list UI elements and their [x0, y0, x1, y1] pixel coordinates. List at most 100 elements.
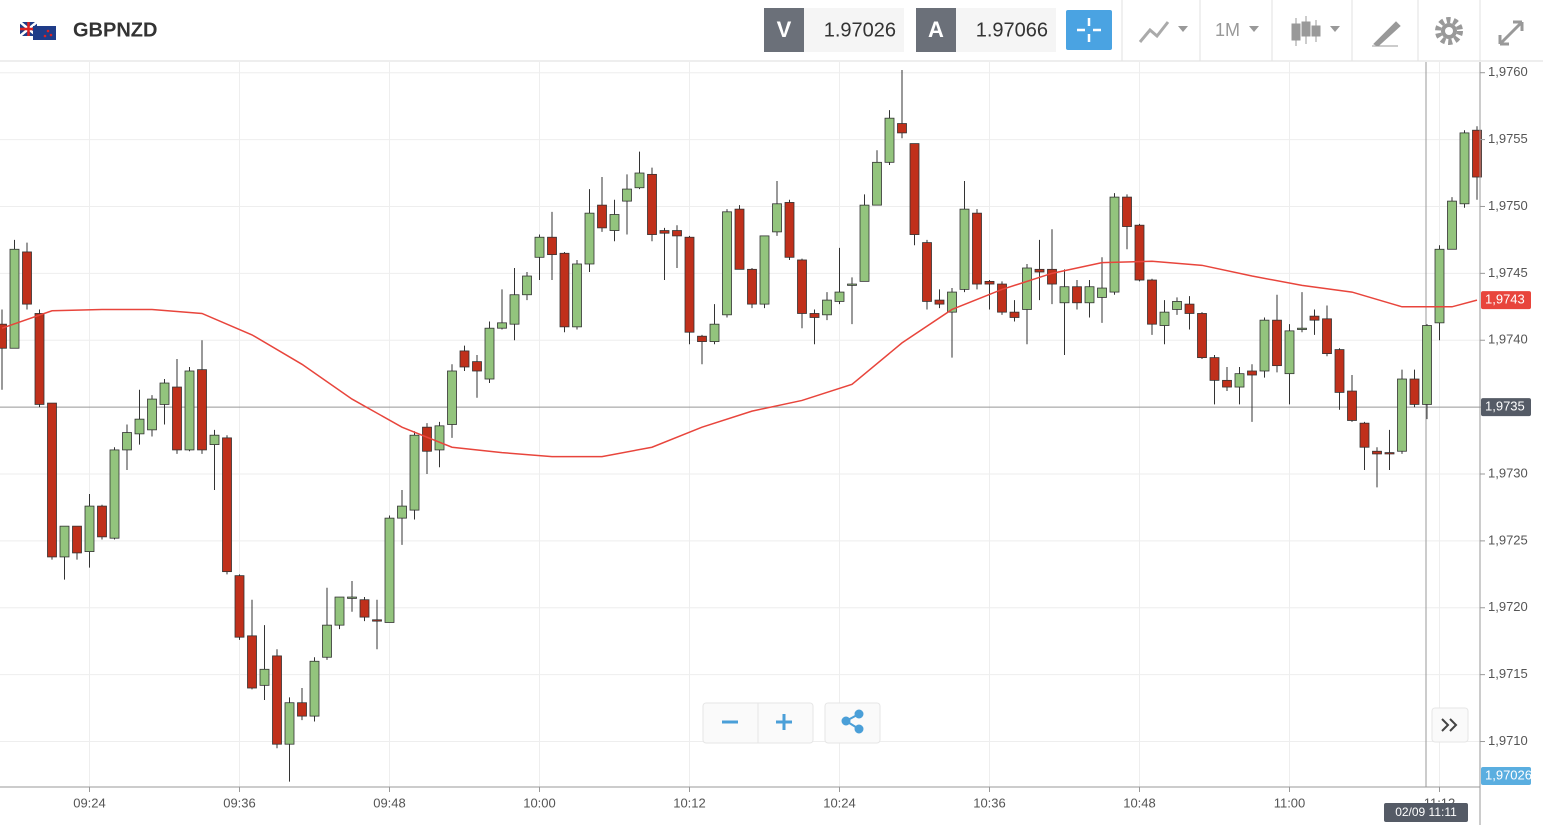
candle-body	[834, 291, 845, 302]
candle-body	[759, 235, 770, 305]
candle-body	[497, 322, 507, 329]
candle-body	[622, 188, 632, 202]
candle-body	[484, 327, 495, 380]
candle-body	[1184, 303, 1195, 314]
chart-type-button[interactable]	[1138, 21, 1188, 43]
candle-body	[672, 230, 682, 237]
candle-body	[0, 323, 7, 349]
draw-button[interactable]	[1372, 21, 1401, 47]
candle-body	[1172, 301, 1182, 310]
candle-body	[247, 635, 257, 689]
candle-body	[372, 619, 382, 622]
y-tick-label: 1,9755	[1488, 131, 1528, 146]
candle-body	[872, 161, 882, 206]
candle-body	[1422, 325, 1432, 405]
bid-button[interactable]	[764, 8, 804, 52]
share-button[interactable]	[824, 702, 881, 744]
candle-body	[659, 230, 670, 234]
candle-body	[1109, 196, 1120, 293]
candle-body	[272, 655, 282, 745]
candle-body	[584, 212, 595, 265]
crosshair-date-bg	[1384, 803, 1468, 822]
candle-body	[1097, 287, 1107, 298]
candle-body	[1159, 311, 1170, 326]
candle-body	[572, 263, 582, 328]
crosshair-tag: 1,9735	[1485, 399, 1525, 414]
candle-body	[459, 350, 470, 368]
y-tick-label: 1,9730	[1488, 465, 1528, 480]
candle-body	[1009, 311, 1020, 318]
candle-body	[197, 369, 207, 451]
candle-body	[109, 449, 120, 539]
symbol: GBPNZD	[73, 19, 157, 41]
candle-body	[597, 204, 607, 229]
scroll-right-icon	[1441, 718, 1458, 732]
bid-price: 1.97026	[824, 19, 896, 41]
candle-body	[122, 432, 132, 451]
ask-box	[956, 8, 1056, 52]
crosshair-tag-bg	[1481, 398, 1531, 417]
candle-body	[1222, 379, 1232, 388]
candle-body	[1309, 315, 1320, 321]
candle-body	[147, 398, 157, 431]
moving-average	[1, 260, 1478, 458]
candle-body	[59, 525, 70, 558]
crosshair-icon	[1077, 18, 1101, 42]
timeframe-arrow	[1249, 26, 1259, 32]
crosshair-date: 02/09 11:11	[1395, 805, 1457, 819]
candle-body	[1022, 267, 1032, 310]
candle-body	[559, 252, 570, 328]
candle-body	[297, 702, 307, 717]
candle-body	[1459, 132, 1470, 205]
zoom-in[interactable]	[776, 714, 792, 730]
candle-body	[1197, 313, 1207, 359]
x-tick-label: 09:48	[373, 795, 406, 810]
scroll-right-button[interactable]	[1431, 707, 1469, 743]
candle-body	[847, 283, 857, 286]
candle-body	[1447, 200, 1457, 250]
timeframe[interactable]: 1M	[1215, 20, 1240, 40]
candle-body	[209, 434, 220, 445]
x-tick-label: 10:12	[673, 795, 706, 810]
candle-body	[1247, 370, 1257, 376]
candle-body	[972, 212, 982, 285]
candle-body	[84, 505, 95, 552]
candle-body	[1397, 378, 1407, 452]
candle-body	[1284, 330, 1295, 375]
candle-body	[609, 214, 620, 231]
candle-body	[159, 382, 170, 405]
candle-body	[522, 275, 532, 296]
candle-body	[997, 283, 1007, 313]
candle-body	[1272, 319, 1282, 367]
ma-tag: 1,9743	[1485, 292, 1525, 307]
candle-body	[259, 668, 270, 686]
candle-body	[334, 596, 345, 626]
candle-body	[934, 299, 945, 305]
candle-body	[684, 236, 695, 333]
expand-button[interactable]	[1498, 20, 1524, 46]
x-tick-label: 11:00	[1274, 795, 1306, 810]
candle-body	[709, 323, 720, 342]
candle-body	[897, 123, 907, 134]
candle-body	[784, 202, 795, 258]
ask-button[interactable]	[916, 8, 956, 52]
candle-body	[1072, 286, 1082, 304]
x-tick-label: 09:24	[73, 795, 106, 810]
candle-body	[1359, 422, 1370, 448]
ma-tag-bg	[1481, 291, 1531, 310]
candle-body	[1122, 196, 1132, 227]
candle-body	[1259, 319, 1270, 372]
candle-body	[922, 242, 932, 302]
candle-body	[1384, 452, 1395, 455]
x-tick-label: 10:36	[973, 795, 1006, 810]
candle-body	[384, 517, 395, 623]
x-tick-label: 10:00	[523, 795, 556, 810]
candle-style-button[interactable]	[1291, 16, 1340, 46]
settings-button[interactable]	[1435, 17, 1463, 45]
grid	[0, 62, 1480, 787]
bid-box	[804, 8, 904, 52]
crosshair-button[interactable]	[1066, 10, 1112, 50]
candle-body	[284, 702, 295, 745]
